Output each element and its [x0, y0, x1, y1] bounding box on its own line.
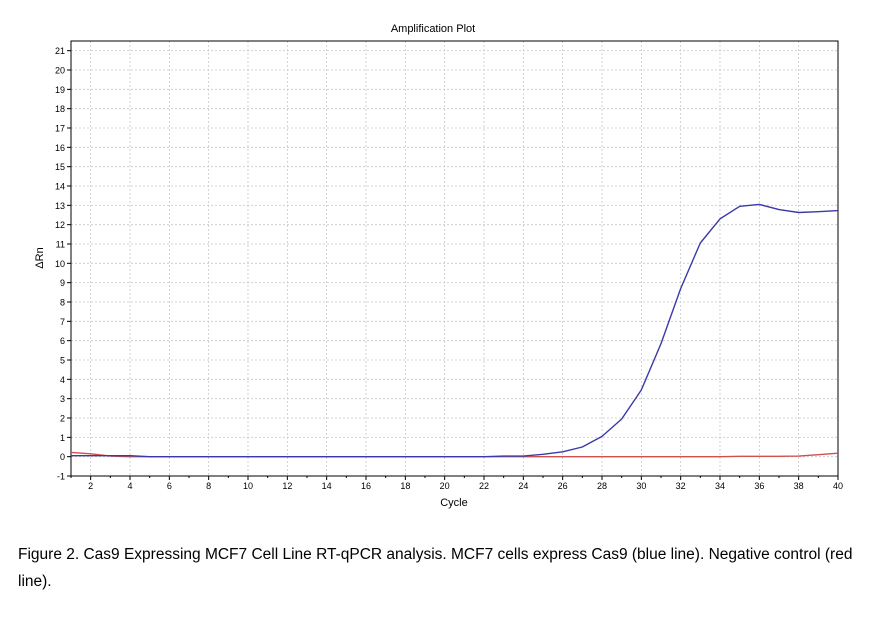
grid-layer	[71, 41, 838, 477]
y-axis-label: ΔRn	[34, 247, 46, 268]
plot-frame	[70, 40, 839, 477]
x-tick-label: 34	[715, 481, 725, 491]
y-tick-label: 20	[55, 66, 65, 76]
y-tick-label: 5	[60, 356, 65, 366]
series-layer	[70, 203, 839, 458]
y-tick-label: 1	[60, 433, 65, 443]
x-tick-label: 6	[167, 481, 172, 491]
y-tick-label: 13	[55, 201, 65, 211]
y-tick-label: 3	[60, 394, 65, 404]
x-axis-ticks: 2 4 6 8 10 12 14 16 18 20 22 24 26 28 30 32 34 36 38 40	[70, 476, 843, 491]
x-axis-label: Cycle	[440, 497, 468, 509]
y-tick-label: 8	[60, 298, 65, 308]
chart-title: Amplification Plot	[391, 23, 475, 35]
amplification-plot: Amplification Plot -10123456789101112131…	[34, 23, 843, 509]
y-tick-label: 4	[60, 375, 65, 385]
x-tick-label: 10	[243, 481, 253, 491]
x-tick-label: 26	[558, 481, 568, 491]
series-line-0	[71, 203, 839, 458]
y-tick-label: 21	[55, 46, 65, 56]
x-tick-label: 20	[440, 481, 450, 491]
x-tick-label: 8	[206, 481, 211, 491]
x-tick-label: 28	[597, 481, 607, 491]
y-tick-label: 6	[60, 336, 65, 346]
y-tick-label: -1	[57, 472, 65, 482]
x-tick-label: 14	[322, 481, 332, 491]
y-tick-label: 0	[60, 452, 65, 462]
y-tick-label: 11	[56, 240, 65, 250]
y-tick-label: 12	[55, 220, 65, 230]
x-tick-label: 38	[794, 481, 804, 491]
y-tick-label: 15	[55, 162, 65, 172]
x-tick-label: 40	[833, 481, 843, 491]
y-tick-label: 17	[55, 124, 65, 134]
y-tick-label: 19	[55, 85, 65, 95]
y-tick-label: 7	[60, 317, 65, 327]
x-tick-label: 18	[400, 481, 410, 491]
x-tick-label: 32	[676, 481, 686, 491]
x-tick-label: 22	[479, 481, 489, 491]
figure-caption: Figure 2. Cas9 Expressing MCF7 Cell Line…	[18, 546, 853, 590]
x-tick-label: 2	[88, 481, 93, 491]
x-tick-label: 30	[636, 481, 646, 491]
x-tick-label: 36	[754, 481, 764, 491]
y-tick-label: 16	[55, 143, 65, 153]
y-tick-label: 18	[55, 104, 65, 114]
x-tick-label: 12	[282, 481, 292, 491]
x-tick-label: 24	[518, 481, 528, 491]
x-tick-label: 16	[361, 481, 371, 491]
x-tick-label: 4	[127, 481, 132, 491]
y-tick-label: 9	[60, 278, 65, 288]
y-tick-label: 14	[55, 182, 65, 192]
y-tick-label: 2	[60, 414, 65, 424]
y-tick-label: 10	[55, 259, 65, 269]
